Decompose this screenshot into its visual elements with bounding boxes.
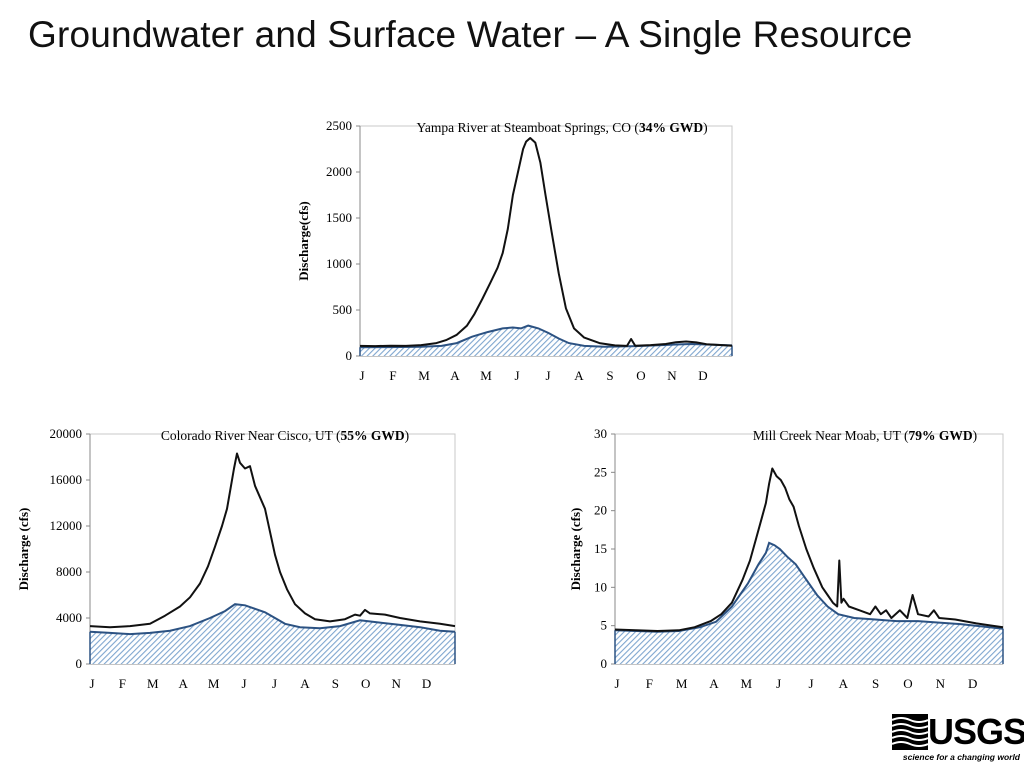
x-month-label: S — [606, 368, 613, 383]
x-month-label: A — [300, 676, 310, 691]
y-tick-label: 0 — [346, 348, 353, 363]
groundwater-area — [615, 542, 1003, 664]
chart-title: Mill Creek Near Moab, UT (79% GWD) — [753, 428, 977, 443]
chart-title-close: ) — [973, 428, 978, 443]
x-month-label: M — [147, 676, 159, 691]
y-tick-label: 16000 — [50, 472, 83, 487]
y-tick-label: 0 — [76, 656, 83, 671]
x-month-label: F — [119, 676, 126, 691]
chart-title-close: ) — [703, 120, 708, 135]
chart-title: Colorado River Near Cisco, UT (55% GWD) — [161, 428, 409, 443]
total-discharge-line — [89, 452, 456, 629]
x-month-label: A — [839, 676, 849, 691]
x-month-label: M — [480, 368, 492, 383]
total-discharge-line — [614, 467, 1004, 632]
y-axis-label: Discharge (cfs) — [16, 508, 31, 591]
chart-title-text: Mill Creek Near Moab, UT ( — [753, 428, 909, 443]
groundwater-area — [360, 325, 732, 356]
plot-frame — [359, 125, 733, 357]
x-month-label: M — [418, 368, 430, 383]
x-month-label: A — [574, 368, 584, 383]
x-month-label: O — [361, 676, 370, 691]
x-month-label: A — [709, 676, 719, 691]
y-tick-label: 15 — [594, 541, 607, 556]
chart-title: Yampa River at Steamboat Springs, CO (34… — [416, 120, 707, 135]
x-month-label: D — [698, 368, 707, 383]
chart-title-close: ) — [405, 428, 410, 443]
x-month-label: S — [332, 676, 339, 691]
groundwater-line — [614, 541, 1004, 633]
x-month-label: J — [614, 676, 619, 691]
x-month-label: J — [514, 368, 519, 383]
y-tick-label: 20000 — [50, 426, 83, 441]
total-discharge-line — [359, 137, 733, 348]
y-axis-label: Discharge (cfs) — [568, 508, 583, 591]
groundwater-line — [89, 603, 456, 636]
x-month-label: M — [208, 676, 220, 691]
x-month-label: M — [741, 676, 753, 691]
y-tick-label: 4000 — [56, 610, 82, 625]
y-tick-label: 30 — [594, 426, 607, 441]
x-month-label: S — [872, 676, 879, 691]
usgs-logo: USGS science for a changing world — [892, 712, 1024, 766]
chart-title-text: Yampa River at Steamboat Springs, CO ( — [416, 120, 639, 135]
y-tick-label: 0 — [601, 656, 608, 671]
groundwater-area — [90, 604, 455, 664]
x-month-label: J — [359, 368, 364, 383]
x-month-label: J — [808, 676, 813, 691]
y-tick-label: 2500 — [326, 118, 352, 133]
x-month-label: D — [422, 676, 431, 691]
x-month-label: J — [272, 676, 277, 691]
y-tick-label: 10 — [594, 579, 607, 594]
usgs-wave-icon — [892, 714, 928, 750]
y-tick-label: 25 — [594, 464, 607, 479]
x-month-label: J — [89, 676, 94, 691]
y-tick-label: 20 — [594, 503, 607, 518]
x-month-label: J — [776, 676, 781, 691]
x-month-label: A — [179, 676, 189, 691]
x-month-label: J — [545, 368, 550, 383]
y-tick-label: 500 — [333, 302, 353, 317]
y-tick-label: 1000 — [326, 256, 352, 271]
x-month-label: J — [242, 676, 247, 691]
x-month-label: F — [646, 676, 653, 691]
x-month-label: O — [903, 676, 912, 691]
x-month-label: D — [968, 676, 977, 691]
x-month-label: A — [450, 368, 460, 383]
chart-yampa: 0 500 1000 1500 2000 2500 J F M A M J J A S O N D Discharg… — [296, 118, 733, 383]
x-month-label: N — [667, 368, 677, 383]
chart-colorado: 0 4000 8000 12000 16000 20000 J F M A M J J A S O N D Disc… — [16, 426, 456, 691]
slide-title: Groundwater and Surface Water – A Single… — [28, 14, 913, 55]
y-tick-label: 12000 — [50, 518, 83, 533]
x-month-label: F — [389, 368, 396, 383]
y-tick-label: 8000 — [56, 564, 82, 579]
y-axis-label: Discharge(cfs) — [296, 201, 311, 280]
chart-title-gwd: 79% GWD — [909, 428, 973, 443]
usgs-tagline: science for a changing world — [902, 752, 1020, 762]
x-month-label: M — [676, 676, 688, 691]
usgs-wordmark: USGS — [928, 711, 1024, 752]
chart-title-text: Colorado River Near Cisco, UT ( — [161, 428, 341, 443]
y-tick-label: 2000 — [326, 164, 352, 179]
x-month-label: O — [636, 368, 645, 383]
y-tick-label: 1500 — [326, 210, 352, 225]
chart-title-gwd: 34% GWD — [639, 120, 703, 135]
x-month-label: N — [391, 676, 401, 691]
y-tick-label: 5 — [601, 618, 608, 633]
chart-title-gwd: 55% GWD — [341, 428, 405, 443]
chart-mill: 0 5 10 15 20 25 30 J F M A M J J A S O N D Discharge (cfs) M… — [568, 426, 1004, 691]
x-month-label: N — [936, 676, 946, 691]
